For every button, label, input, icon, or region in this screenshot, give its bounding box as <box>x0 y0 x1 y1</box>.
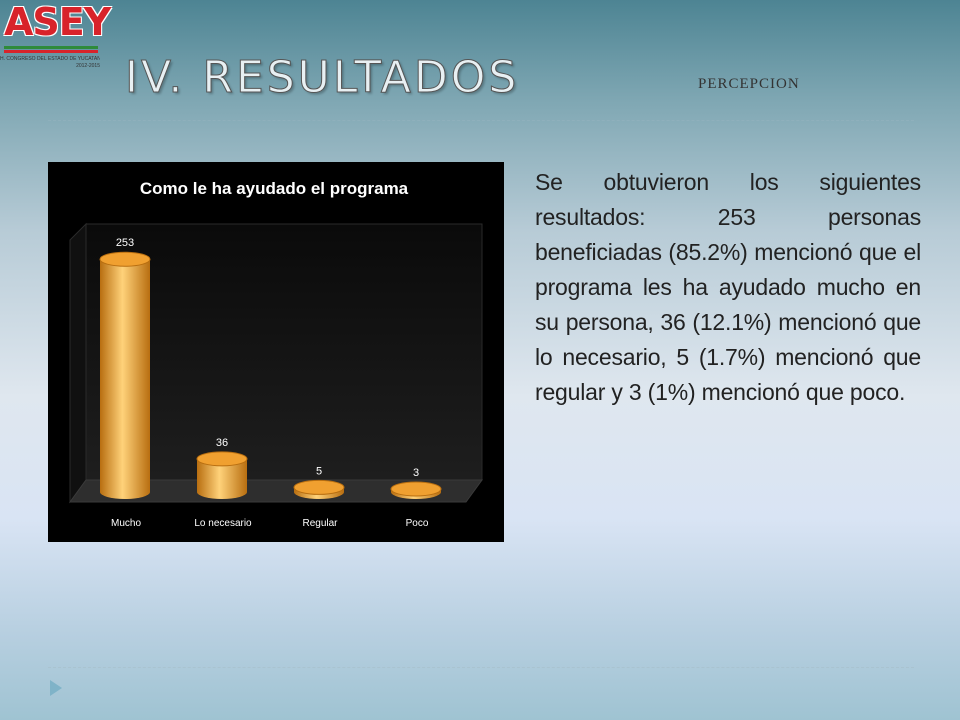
triangle-right-icon[interactable] <box>48 678 64 698</box>
tick-label: Poco <box>406 518 429 529</box>
data-labels: 253 36 5 3 <box>116 237 419 479</box>
asey-logo: ASEY H. CONGRESO DEL ESTADO DE YUCATAN 2… <box>0 0 111 76</box>
tick-label: Lo necesario <box>194 518 252 529</box>
bar <box>196 451 248 499</box>
chart-title: Como le ha ayudado el programa <box>140 179 409 198</box>
chart-floor <box>69 479 483 503</box>
bottom-divider <box>48 667 914 668</box>
slide-title: IV. RESULTADOS <box>124 52 520 104</box>
data-label: 253 <box>116 237 134 249</box>
chart-panel: Como le ha ayudado el programa 253 36 5 3 M… <box>48 162 504 542</box>
bar-series <box>99 251 442 499</box>
logo-text: ASEY <box>4 0 111 44</box>
data-label: 5 <box>316 465 322 477</box>
tick-label: Mucho <box>111 518 141 529</box>
results-description: Se obtuvieron los siguientes resultados:… <box>535 169 921 405</box>
slide-subtitle: PERCEPCION <box>698 76 800 92</box>
top-divider <box>48 120 914 121</box>
category-tick-labels: Mucho Lo necesario Regular Poco <box>111 518 429 529</box>
logo-subtext: H. CONGRESO DEL ESTADO DE YUCATAN <box>0 56 100 62</box>
logo-stripe-red <box>4 50 98 53</box>
data-label: 3 <box>413 467 419 479</box>
chart-side-wall <box>69 222 87 504</box>
bar <box>293 479 345 499</box>
data-label: 36 <box>216 437 228 449</box>
logo-stripe-green <box>4 46 98 49</box>
bar <box>99 251 151 499</box>
logo-subtext-year: 2012-2015 <box>76 63 100 69</box>
tick-label: Regular <box>302 518 338 529</box>
bar-chart: Como le ha ayudado el programa 253 36 5 3 M… <box>69 179 483 529</box>
bar <box>390 481 442 499</box>
